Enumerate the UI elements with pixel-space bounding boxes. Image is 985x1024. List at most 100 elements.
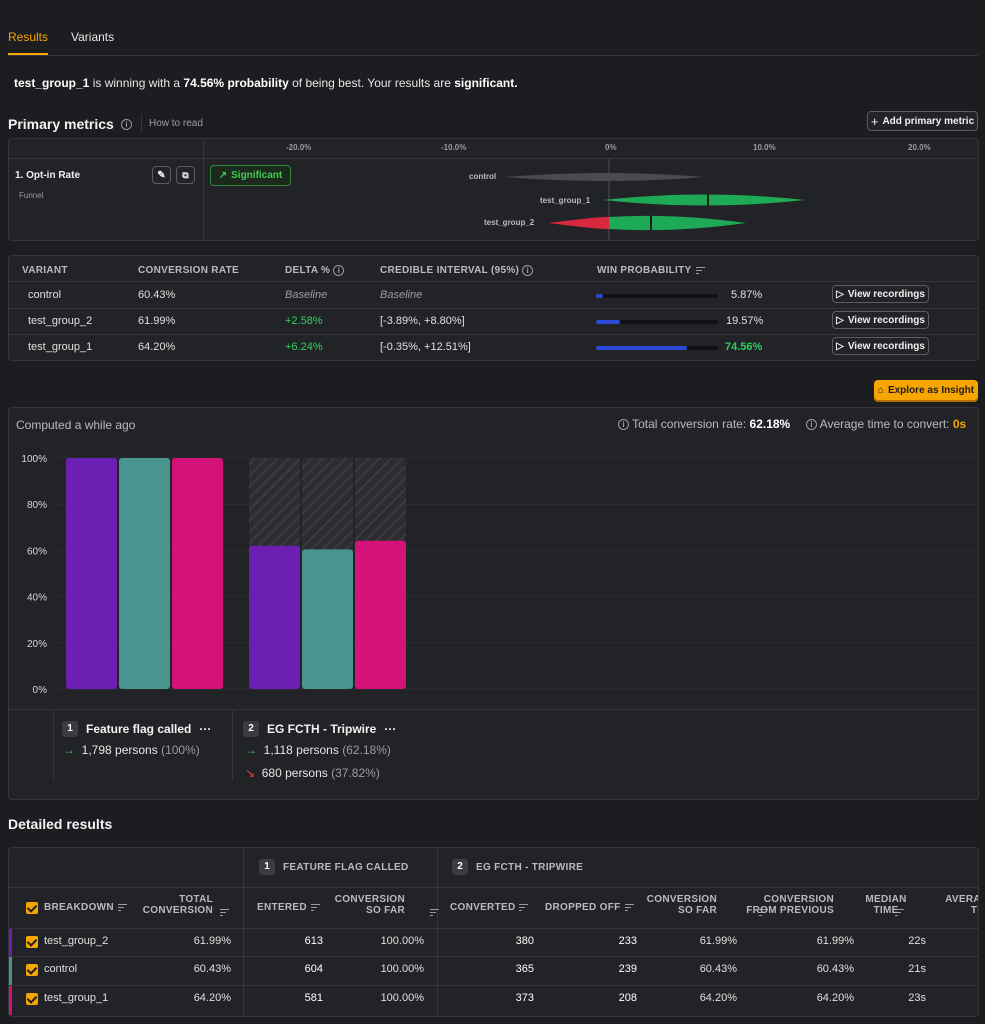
view-recordings-button[interactable]: ▷ View recordings	[832, 311, 929, 329]
insight-icon: ⌂	[877, 384, 884, 396]
divider	[232, 709, 233, 781]
sort-icon[interactable]	[695, 266, 705, 274]
how-to-read-link[interactable]: How to read	[149, 118, 203, 129]
axis-tick-label: 10.0%	[753, 143, 776, 152]
explore-as-insight-button[interactable]: ⌂ Explore as Insight	[874, 380, 978, 400]
dropped-persons: 680 persons	[261, 766, 328, 780]
step-name: Feature flag called	[86, 722, 192, 736]
conversion-bar-test-group-2[interactable]	[66, 458, 117, 689]
row-checkbox[interactable]	[26, 936, 38, 948]
dropped-off-label: DROPPED OFF	[545, 902, 621, 913]
divider	[53, 709, 54, 781]
y-tick-label: 0%	[33, 685, 48, 696]
tab-variants[interactable]: Variants	[71, 30, 115, 44]
primary-metrics-title: Primary metrics	[8, 116, 114, 132]
sort-icon[interactable]	[117, 903, 127, 911]
sort-icon[interactable]	[220, 909, 229, 917]
view-recordings-label: View recordings	[847, 288, 925, 300]
median-time-value: 22s	[908, 935, 926, 947]
win-probability-value: 74.56%	[725, 341, 763, 353]
tab-results[interactable]: Results	[8, 30, 49, 44]
dropped-off-value: 233	[618, 935, 637, 947]
column-header-delta: DELTA % i	[285, 265, 345, 276]
step-group-header: 2 EG FCTH - TRIPWIRE	[452, 859, 583, 875]
arrow-right-icon: →	[63, 743, 75, 757]
sort-icon[interactable]	[519, 903, 529, 911]
breakdown-value: test_group_1	[44, 992, 109, 1004]
total-conversion-value: 61.99%	[193, 935, 231, 947]
more-options-icon[interactable]: ···	[199, 722, 212, 736]
converted-value: 373	[515, 992, 534, 1004]
conversion-from-previous-value: 60.43%	[816, 963, 854, 975]
divider	[243, 848, 244, 1016]
divider	[9, 887, 978, 888]
step-dropped: ↘ 680 persons (37.82%)	[245, 766, 380, 780]
info-icon[interactable]: i	[806, 419, 817, 431]
column-header-conversion-so-far: CONVERSION SO FAR	[331, 894, 405, 916]
variant-name: test_group_1	[28, 341, 93, 353]
divider	[9, 281, 978, 282]
header-line: CONVERSION	[763, 894, 834, 905]
control-interval	[505, 173, 705, 181]
converted-value: 380	[515, 935, 534, 947]
divider	[9, 709, 978, 710]
add-primary-metric-button[interactable]: + Add primary metric	[867, 111, 978, 131]
view-recordings-button[interactable]: ▷ View recordings	[832, 285, 929, 303]
converted-percent: (100%)	[161, 743, 200, 757]
add-primary-metric-label: Add primary metric	[882, 115, 975, 127]
sort-icon[interactable]	[430, 909, 440, 917]
header-line: TOTAL	[179, 894, 213, 905]
sort-icon[interactable]	[310, 903, 320, 911]
row-checkbox[interactable]	[26, 964, 38, 976]
divider	[9, 334, 978, 335]
tab-bar: Results Variants	[8, 0, 978, 56]
column-header-conversion-rate: CONVERSION RATE	[138, 265, 239, 276]
winning-probability: 74.56% probability	[183, 76, 289, 90]
sort-icon[interactable]	[624, 903, 634, 911]
column-header-total-conversion: TOTAL CONVERSION	[139, 894, 213, 916]
converted-persons: 1,798 persons	[81, 743, 158, 757]
conversion-bar-test-group-1[interactable]	[172, 458, 223, 689]
win-probability-bar	[596, 320, 718, 324]
series-color-marker	[9, 986, 12, 1015]
axis-tick-label: 20.0%	[908, 143, 931, 152]
sort-icon[interactable]	[758, 909, 768, 917]
sort-icon[interactable]	[895, 909, 905, 917]
primary-metrics-panel: 1. Opt-in Rate Funnel ✎ ⧉ ↗ Significant …	[8, 138, 979, 241]
column-header-variant: VARIANT	[22, 265, 68, 276]
duplicate-metric-button[interactable]: ⧉	[176, 166, 195, 184]
divider	[9, 158, 978, 159]
select-all-checkbox[interactable]	[26, 902, 38, 914]
view-recordings-label: View recordings	[847, 340, 925, 352]
conversion-so-far-value: 100.00%	[380, 963, 424, 975]
conversion-bar-control[interactable]	[119, 458, 170, 689]
view-recordings-button[interactable]: ▷ View recordings	[832, 337, 929, 355]
detailed-results-table: 1 FEATURE FLAG CALLED 2 EG FCTH - TRIPWI…	[8, 847, 979, 1017]
info-icon[interactable]: i	[618, 419, 629, 431]
info-icon[interactable]: i	[333, 265, 345, 276]
header-line: TIME	[873, 905, 899, 916]
info-icon[interactable]: i	[121, 119, 132, 130]
info-icon[interactable]: i	[522, 265, 534, 276]
converted-label: CONVERTED	[450, 902, 516, 913]
conversion-bar-control[interactable]	[302, 549, 353, 689]
interval-label-test-group-2: test_group_2	[484, 218, 535, 227]
conversion-bar-test-group-1[interactable]	[355, 540, 406, 689]
row-checkbox[interactable]	[26, 993, 38, 1005]
header-line: SO FAR	[677, 905, 717, 916]
test-group-1-interval	[603, 194, 805, 206]
arrow-down-right-icon: ↘	[245, 766, 256, 780]
metric-name: 1. Opt-in Rate	[15, 170, 81, 181]
edit-metric-button[interactable]: ✎	[152, 166, 171, 184]
conversion-bar-test-group-2[interactable]	[249, 545, 300, 689]
significance-status: significant.	[454, 76, 518, 90]
more-options-icon[interactable]: ···	[384, 722, 397, 736]
arrow-right-icon: →	[245, 743, 257, 757]
delta-value: +6.24%	[285, 341, 323, 353]
conversion-from-previous-value: 61.99%	[816, 935, 854, 947]
y-tick-label: 60%	[27, 546, 47, 557]
metric-type: Funnel	[19, 191, 44, 200]
divider	[9, 928, 978, 929]
funnel-step-header: 1 Feature flag called ···	[62, 721, 211, 737]
test-group-2-negative-interval	[548, 216, 609, 230]
